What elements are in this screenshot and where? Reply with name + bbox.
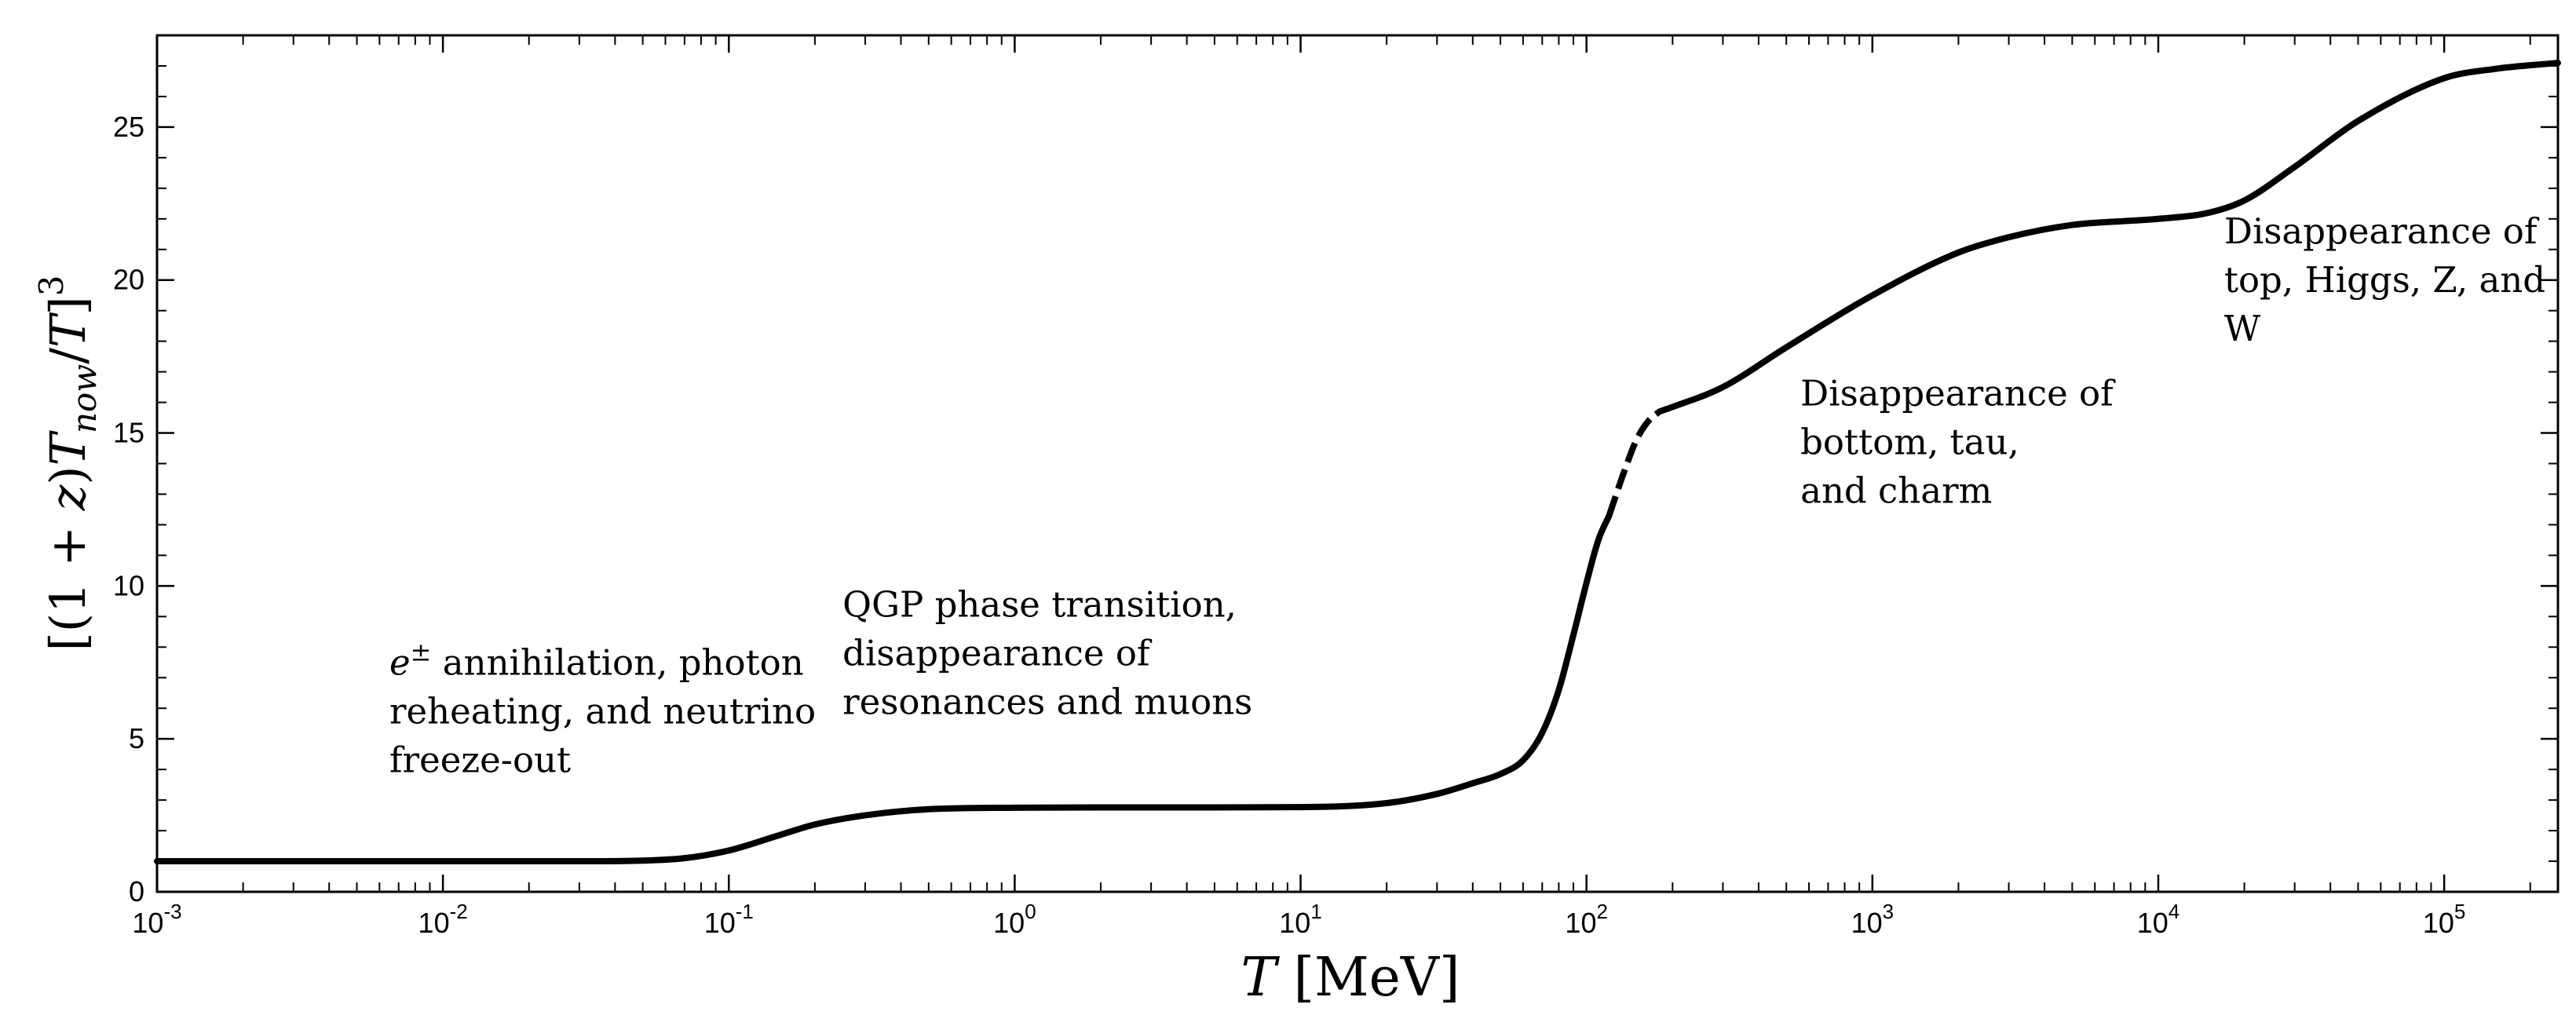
series-layer <box>154 60 2561 865</box>
y-axis-title: [(1 + z)Tnow/T]3 <box>32 276 104 652</box>
series-line-solid-low <box>154 512 1613 865</box>
y-tick-label: 0 <box>129 875 144 908</box>
x-tick-label: 100 <box>993 900 1036 939</box>
annotation-line: resonances and muons <box>842 681 1252 722</box>
annotation-line: freeze-out <box>389 739 571 780</box>
annotation-line: top, Higgs, Z, and <box>2224 259 2545 301</box>
y-tick-label: 5 <box>129 722 144 754</box>
x-tick-label: 101 <box>1279 900 1322 939</box>
x-tick-label: 103 <box>1851 900 1895 939</box>
x-axis-title: T [MeV] <box>1240 947 1460 1009</box>
annotation-line: W <box>2224 308 2261 349</box>
annotation-line: Disappearance of <box>2224 210 2540 252</box>
y-tick-label: 10 <box>113 569 144 601</box>
annotation-qgp: QGP phase transition, disappearance of r… <box>842 583 1252 722</box>
annotation-layer: e± annihilation, photon reheating, and ne… <box>389 210 2545 780</box>
series-line-dashed-transition <box>1606 409 1662 517</box>
x-axis: 10-3 10-2 10-1 100 101 102 103 104 105 <box>132 35 2465 939</box>
annotation-line: reheating, and neutrino <box>389 690 816 732</box>
x-tick-label: 104 <box>2137 900 2180 939</box>
x-tick-label: 102 <box>1565 900 1608 939</box>
annotation-line: disappearance of <box>842 632 1153 674</box>
x-tick-label: 105 <box>2423 900 2466 939</box>
minor-ticks <box>157 35 2558 892</box>
x-tick-label: 10-1 <box>704 900 754 939</box>
annotation-epm: e± annihilation, photon reheating, and ne… <box>389 637 816 780</box>
annotation-bottom: Disappearance of bottom, tau, and charm <box>1800 372 2116 511</box>
svg-text:[(1 + z)Tnow/T]3: [(1 + z)Tnow/T]3 <box>32 276 104 652</box>
annotation-line: and charm <box>1800 469 1992 511</box>
y-tick-label: 25 <box>113 111 144 143</box>
annotation-line: bottom, tau, <box>1800 421 2019 462</box>
annotation-line: Disappearance of <box>1800 372 2116 414</box>
annotation-line: e± annihilation, photon <box>389 637 804 683</box>
annotation-line: QGP phase transition, <box>842 583 1237 625</box>
y-tick-label: 20 <box>113 264 144 296</box>
y-tick-label: 15 <box>113 417 144 449</box>
y-axis: 0 5 10 15 20 25 <box>113 111 2558 908</box>
x-tick-label: 10-2 <box>418 900 468 939</box>
series-line-solid-high <box>1656 60 2561 415</box>
annotation-top: Disappearance of top, Higgs, Z, and W <box>2224 210 2545 349</box>
x-tick-label: 10-3 <box>132 900 181 939</box>
